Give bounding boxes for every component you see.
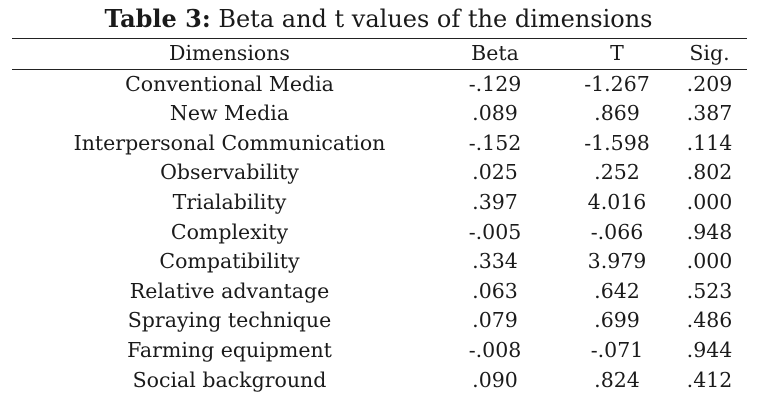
dimension-cell: Farming equipment (127, 337, 332, 362)
dimension-cell: Spraying technique (127, 308, 332, 333)
t-cell: -.071 (590, 337, 644, 362)
table-caption: Table 3: Beta and t values of the dimens… (0, 4, 757, 34)
table-row: Spraying technique .079 .699 .486 (12, 306, 747, 336)
sig-cell: .486 (686, 308, 733, 333)
dimension-cell: Compatibility (159, 249, 300, 274)
dimension-cell: Relative advantage (129, 278, 330, 303)
dimension-cell: Conventional Media (125, 71, 334, 96)
table-row: Interpersonal Communication -.152 -1.598 .1… (12, 129, 747, 159)
results-table: Dimensions Beta T Sig. Conventional Medi… (12, 38, 747, 395)
t-cell: -.066 (590, 219, 644, 244)
t-cell: 3.979 (587, 249, 647, 274)
t-cell: 4.016 (587, 189, 647, 214)
beta-cell: .090 (472, 367, 518, 392)
beta-cell: -.008 (468, 337, 522, 362)
beta-cell: .063 (472, 278, 518, 303)
table-caption-label: Table 3: (104, 4, 211, 33)
beta-cell: -.129 (468, 71, 522, 96)
table-body: Conventional Media -.129 -1.267 .209 New Med… (12, 70, 747, 396)
table-caption-text: Beta and t values of the dimensions (210, 5, 653, 33)
sig-cell: .000 (686, 249, 733, 274)
header-rule (12, 68, 747, 70)
t-cell: .699 (594, 308, 640, 333)
t-cell: .642 (594, 278, 640, 303)
sig-cell: .114 (686, 130, 733, 155)
table-row: Trialability .397 4.016 .000 (12, 188, 747, 218)
table-row: Farming equipment -.008 -.071 .944 (12, 336, 747, 366)
table-row: Relative advantage .063 .642 .523 (12, 277, 747, 307)
t-cell: .869 (594, 101, 640, 126)
dimension-cell: New Media (169, 101, 290, 126)
table-row: Complexity -.005 -.066 .948 (12, 218, 747, 248)
beta-cell: .079 (472, 308, 518, 333)
dimension-cell: Interpersonal Communication (73, 130, 386, 155)
header-row: Dimensions Beta T Sig. (12, 39, 747, 69)
table-row: Observability .025 .252 .802 (12, 158, 747, 188)
sig-cell: .387 (686, 101, 733, 126)
table-row: New Media .089 .869 .387 (12, 99, 747, 129)
dimension-cell: Social background (132, 367, 327, 392)
header-dimensions: Dimensions (169, 41, 290, 65)
dimension-cell: Complexity (170, 219, 289, 244)
dimension-cell: Trialability (172, 189, 287, 214)
sig-cell: .944 (686, 337, 733, 362)
beta-cell: .397 (472, 189, 518, 214)
beta-cell: .089 (472, 101, 518, 126)
beta-cell: .025 (472, 160, 518, 185)
sig-cell: .523 (686, 278, 733, 303)
dimension-cell: Observability (160, 160, 299, 185)
header-beta: Beta (471, 41, 519, 65)
sig-cell: .412 (686, 367, 733, 392)
table-row: Conventional Media -.129 -1.267 .209 (12, 70, 747, 100)
table-row: Compatibility .334 3.979 .000 (12, 247, 747, 277)
header-sig: Sig. (689, 41, 730, 65)
beta-cell: -.152 (468, 130, 522, 155)
t-cell: -1.267 (584, 71, 650, 96)
t-cell: -1.598 (584, 130, 650, 155)
sig-cell: .000 (686, 189, 733, 214)
sig-cell: .802 (686, 160, 733, 185)
beta-cell: -.005 (468, 219, 522, 244)
t-cell: .824 (594, 367, 640, 392)
sig-cell: .948 (686, 219, 733, 244)
t-cell: .252 (594, 160, 640, 185)
sig-cell: .209 (686, 71, 733, 96)
top-rule (12, 38, 747, 39)
table-row: Social background .090 .824 .412 (12, 366, 747, 396)
header-t: T (610, 41, 624, 65)
beta-cell: .334 (472, 249, 518, 274)
